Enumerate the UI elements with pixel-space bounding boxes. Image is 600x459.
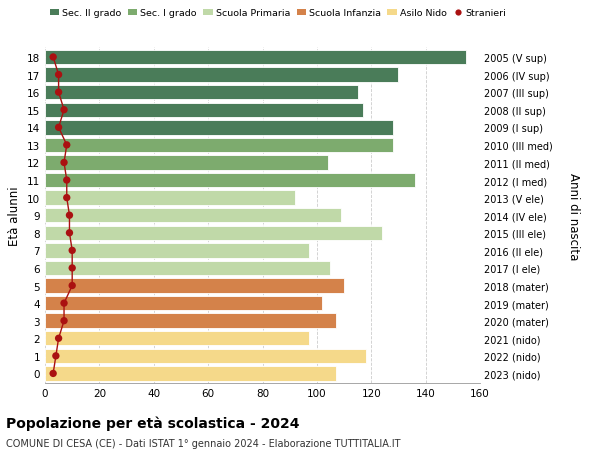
Bar	[45, 50, 466, 65]
Point	[51, 353, 61, 360]
Bar	[45, 331, 309, 346]
Bar	[45, 314, 336, 328]
Bar	[45, 349, 366, 363]
Point	[54, 89, 64, 96]
Bar	[45, 261, 331, 275]
Point	[62, 195, 71, 202]
Point	[59, 300, 69, 307]
Point	[49, 54, 58, 62]
Bar	[45, 279, 344, 293]
Bar	[45, 366, 336, 381]
Bar	[45, 121, 393, 135]
Point	[59, 317, 69, 325]
Point	[54, 72, 64, 79]
Bar	[45, 103, 363, 118]
Text: Popolazione per età scolastica - 2024: Popolazione per età scolastica - 2024	[6, 415, 299, 430]
Bar	[45, 138, 393, 153]
Point	[67, 247, 77, 254]
Point	[54, 335, 64, 342]
Bar	[45, 174, 415, 188]
Bar	[45, 191, 295, 205]
Legend: Sec. II grado, Sec. I grado, Scuola Primaria, Scuola Infanzia, Asilo Nido, Stran: Sec. II grado, Sec. I grado, Scuola Prim…	[50, 9, 506, 18]
Point	[59, 159, 69, 167]
Point	[62, 142, 71, 149]
Point	[59, 107, 69, 114]
Point	[62, 177, 71, 185]
Point	[49, 370, 58, 377]
Bar	[45, 296, 322, 311]
Y-axis label: Anni di nascita: Anni di nascita	[567, 172, 580, 259]
Y-axis label: Età alunni: Età alunni	[8, 186, 22, 246]
Text: COMUNE DI CESA (CE) - Dati ISTAT 1° gennaio 2024 - Elaborazione TUTTITALIA.IT: COMUNE DI CESA (CE) - Dati ISTAT 1° genn…	[6, 438, 401, 448]
Bar	[45, 208, 341, 223]
Bar	[45, 156, 328, 170]
Bar	[45, 244, 309, 258]
Point	[65, 230, 74, 237]
Point	[67, 265, 77, 272]
Bar	[45, 226, 382, 241]
Bar	[45, 86, 358, 100]
Point	[65, 212, 74, 219]
Point	[54, 124, 64, 132]
Bar	[45, 68, 398, 83]
Point	[67, 282, 77, 290]
